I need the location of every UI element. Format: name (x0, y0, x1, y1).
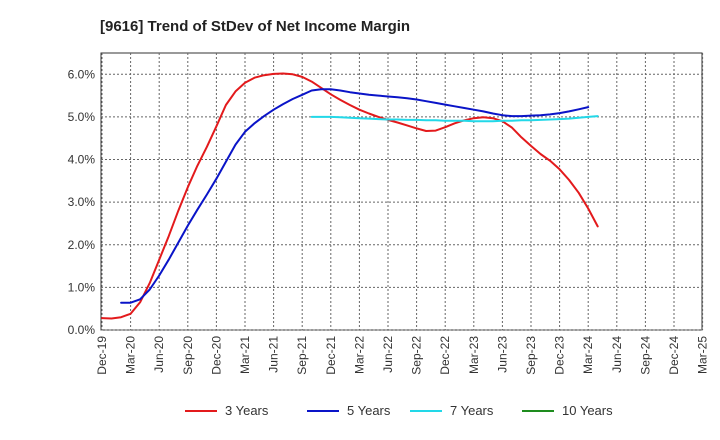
x-tick-label: Dec-19 (95, 336, 109, 375)
y-tick-label: 2.0% (68, 238, 96, 252)
y-tick-label: 1.0% (68, 280, 96, 294)
y-tick-label: 5.0% (68, 110, 96, 124)
legend-label: 5 Years (347, 403, 391, 418)
legend: 3 Years 5 Years 7 Years 10 Years (185, 403, 613, 418)
y-tick-label: 3.0% (68, 195, 96, 209)
x-tick-label: Mar-21 (238, 336, 252, 374)
x-tick-label: Sep-22 (410, 336, 424, 375)
x-tick-label: Mar-24 (581, 336, 595, 374)
series-line-7-years (310, 115, 599, 123)
x-tick-label: Sep-23 (524, 336, 538, 375)
legend-label: 10 Years (562, 403, 613, 418)
x-tick-label: Dec-21 (324, 336, 338, 375)
y-tick-label: 6.0% (68, 67, 96, 81)
series-line-5-years (120, 88, 590, 304)
x-tick-label: Jun-22 (381, 336, 395, 373)
x-tick-label: Jun-23 (495, 336, 509, 373)
x-tick-label: Dec-22 (438, 336, 452, 375)
x-tick-label: Jun-21 (267, 336, 281, 373)
x-tick-label: Sep-21 (295, 336, 309, 375)
plot-area (100, 52, 703, 331)
x-tick-label: Mar-20 (124, 336, 138, 374)
x-tick-label: Jun-24 (610, 336, 624, 373)
x-tick-label: Dec-23 (553, 336, 567, 375)
series-lines (101, 72, 599, 320)
series-line-3-years (101, 72, 599, 320)
y-tick-label: 0.0% (68, 323, 96, 337)
x-tick-label: Dec-20 (209, 336, 223, 375)
x-tick-label: Sep-20 (181, 336, 195, 375)
x-tick-label: Dec-24 (667, 336, 681, 375)
x-tick-label: Mar-22 (352, 336, 366, 374)
y-tick-label: 4.0% (68, 153, 96, 167)
x-axis-tick-labels: Dec-19 Mar-20 Jun-20 Sep-20 Dec-20 Mar-21 Jun-… (95, 336, 710, 375)
x-tick-label: Mar-25 (696, 336, 710, 374)
y-axis-tick-labels: 0.0% 1.0% 2.0% 3.0% 4.0% 5.0% 6.0% (68, 67, 96, 337)
legend-label: 3 Years (225, 403, 269, 418)
legend-label: 7 Years (450, 403, 494, 418)
x-tick-label: Jun-20 (152, 336, 166, 373)
x-tick-label: Mar-23 (467, 336, 481, 374)
chart-title: [9616] Trend of StDev of Net Income Marg… (100, 18, 410, 35)
x-tick-label: Sep-24 (638, 336, 652, 375)
